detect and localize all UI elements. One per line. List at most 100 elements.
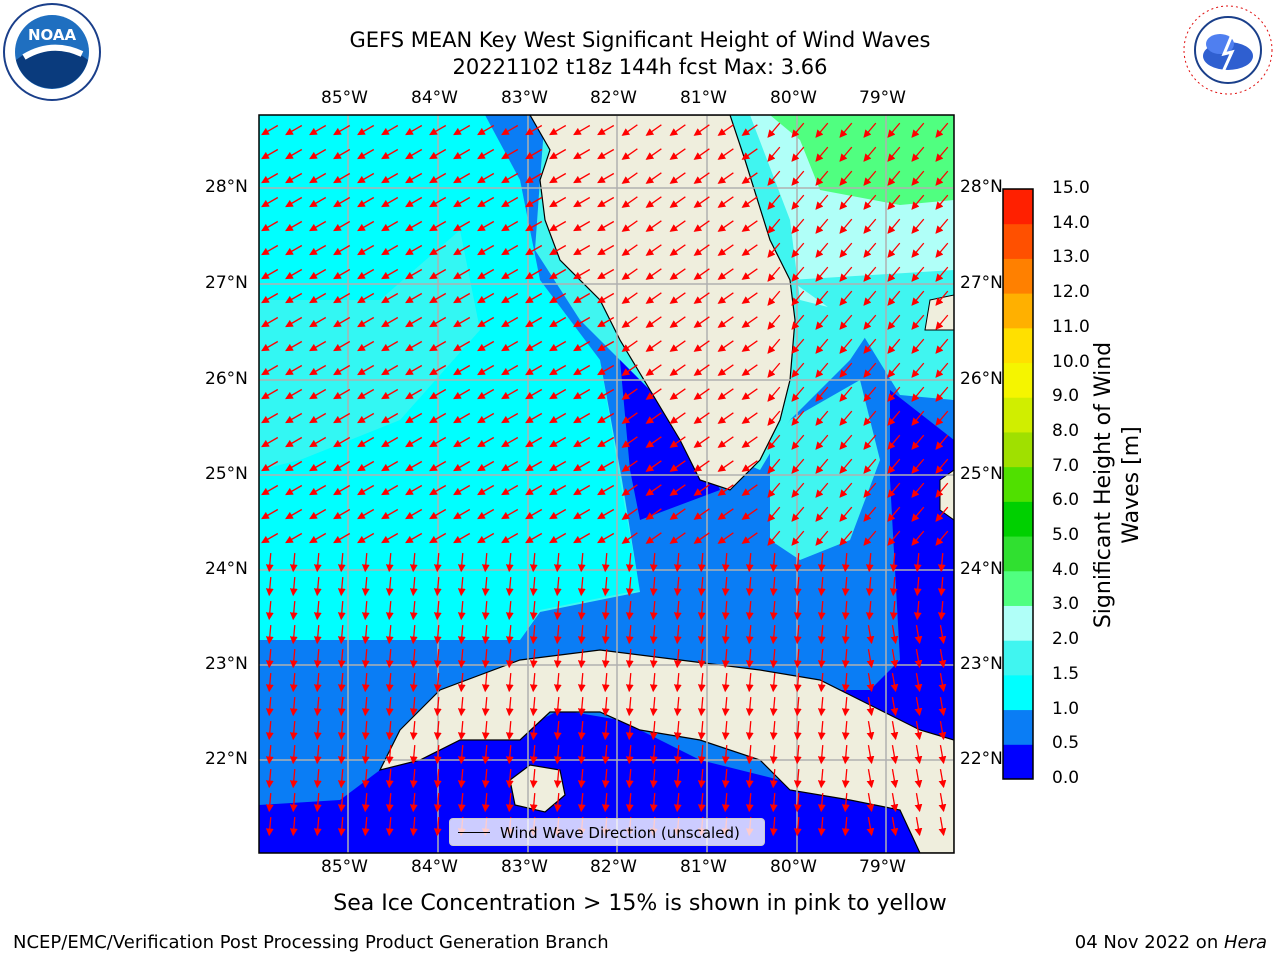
colorbar-tick: 13.0 (1052, 247, 1090, 268)
wave-direction-arrow (937, 600, 946, 621)
wave-direction-arrow (815, 266, 829, 282)
wave-direction-arrow (501, 148, 519, 160)
wave-direction-arrow (625, 744, 634, 765)
wave-direction-arrow (767, 146, 781, 162)
wave-direction-arrow (721, 552, 730, 573)
wave-direction-arrow (887, 458, 901, 474)
wave-direction-arrow (309, 172, 327, 184)
wave-direction-arrow (333, 148, 351, 160)
wave-direction-arrow (481, 552, 490, 573)
wave-direction-arrow (645, 388, 662, 400)
wave-direction-arrow (357, 388, 375, 400)
wave-direction-arrow (721, 600, 730, 621)
wave-direction-arrow (693, 460, 710, 472)
wave-direction-arrow (313, 648, 322, 669)
colorbar-tick: 7.0 (1052, 455, 1080, 476)
lon-tick-bottom: 83°W (501, 857, 548, 877)
legend-box: Wind Wave Direction (unscaled) (449, 818, 765, 846)
wave-direction-arrow (621, 436, 638, 448)
wave-direction-arrow (597, 388, 615, 400)
colorbar-tick: 3.0 (1052, 594, 1080, 615)
wave-direction-arrow (887, 386, 901, 402)
wave-direction-arrow (405, 148, 423, 160)
wave-direction-arrow (791, 194, 805, 210)
wave-direction-arrow (741, 220, 758, 232)
wave-direction-arrow (839, 362, 853, 378)
wave-direction-arrow (381, 436, 399, 448)
wave-direction-arrow (549, 388, 567, 400)
wave-direction-arrow (625, 576, 634, 597)
wave-direction-arrow (285, 388, 303, 400)
wave-direction-arrow (361, 624, 370, 645)
wave-direction-arrow (793, 648, 802, 669)
wave-direction-arrow (309, 124, 327, 136)
wave-direction-arrow (887, 170, 901, 186)
wave-direction-arrow (601, 552, 610, 573)
wave-direction-arrow (505, 624, 514, 645)
wave-direction-arrow (577, 672, 586, 693)
legend-line-icon (458, 832, 490, 833)
footer-right: 04 Nov 2022 on Hera (1075, 932, 1267, 953)
wave-direction-arrow (289, 816, 298, 837)
wave-direction-arrow (429, 508, 447, 520)
wave-direction-arrow (717, 196, 734, 208)
legend-label: Wind Wave Direction (unscaled) (500, 824, 740, 842)
wave-direction-arrow (935, 434, 949, 450)
wave-direction-arrow (911, 170, 925, 186)
wave-direction-arrow (791, 266, 805, 282)
wave-direction-arrow (935, 170, 949, 186)
wave-direction-arrow (285, 508, 303, 520)
wave-direction-arrow (911, 122, 925, 138)
wave-direction-arrow (693, 412, 710, 424)
wave-direction-arrow (505, 600, 514, 621)
wave-direction-arrow (577, 744, 586, 765)
wave-direction-arrow (289, 696, 298, 717)
wave-direction-arrow (529, 576, 538, 597)
wave-direction-arrow (385, 600, 394, 621)
wave-direction-arrow (553, 576, 562, 597)
wave-direction-arrow (889, 600, 898, 621)
wave-direction-arrow (409, 576, 418, 597)
wave-direction-arrow (717, 460, 734, 472)
lat-tick-left: 25°N (205, 464, 248, 484)
wave-direction-arrow (577, 576, 586, 597)
wave-direction-arrow (741, 484, 758, 496)
wave-direction-arrow (697, 576, 706, 597)
wave-direction-arrow (285, 460, 303, 472)
wave-direction-arrow (863, 458, 877, 474)
wave-direction-arrow (887, 362, 901, 378)
wave-direction-arrow (573, 172, 591, 184)
wave-direction-arrow (477, 484, 495, 496)
wave-direction-arrow (313, 696, 322, 717)
wave-direction-arrow (913, 576, 922, 597)
wave-direction-arrow (693, 340, 710, 352)
wave-direction-arrow (649, 624, 658, 645)
wave-direction-arrow (911, 386, 925, 402)
wave-direction-arrow (673, 552, 682, 573)
wave-direction-arrow (767, 242, 781, 258)
wave-direction-arrow (289, 792, 298, 813)
wave-direction-arrow (361, 720, 370, 741)
wave-direction-arrow (887, 434, 901, 450)
wave-direction-arrow (817, 696, 826, 717)
wave-direction-arrow (549, 508, 567, 520)
wave-direction-arrow (409, 672, 418, 693)
colorbar-bin (1003, 327, 1033, 364)
wave-direction-arrow (361, 552, 370, 573)
wave-direction-arrow (313, 720, 322, 741)
wave-direction-arrow (745, 720, 754, 741)
wave-direction-arrow (429, 292, 447, 304)
wave-direction-arrow (645, 412, 662, 424)
wave-direction-arrow (429, 148, 447, 160)
wave-direction-arrow (621, 388, 638, 400)
wave-direction-arrow (721, 744, 730, 765)
wave-direction-arrow (313, 744, 322, 765)
wave-direction-arrow (791, 290, 805, 306)
wave-direction-arrow (697, 600, 706, 621)
wave-direction-arrow (841, 768, 850, 789)
wave-direction-arrow (815, 410, 829, 426)
colorbar-tick: 8.0 (1052, 420, 1080, 441)
wave-direction-arrow (890, 793, 899, 813)
wave-direction-arrow (839, 266, 853, 282)
wave-direction-arrow (767, 122, 781, 138)
